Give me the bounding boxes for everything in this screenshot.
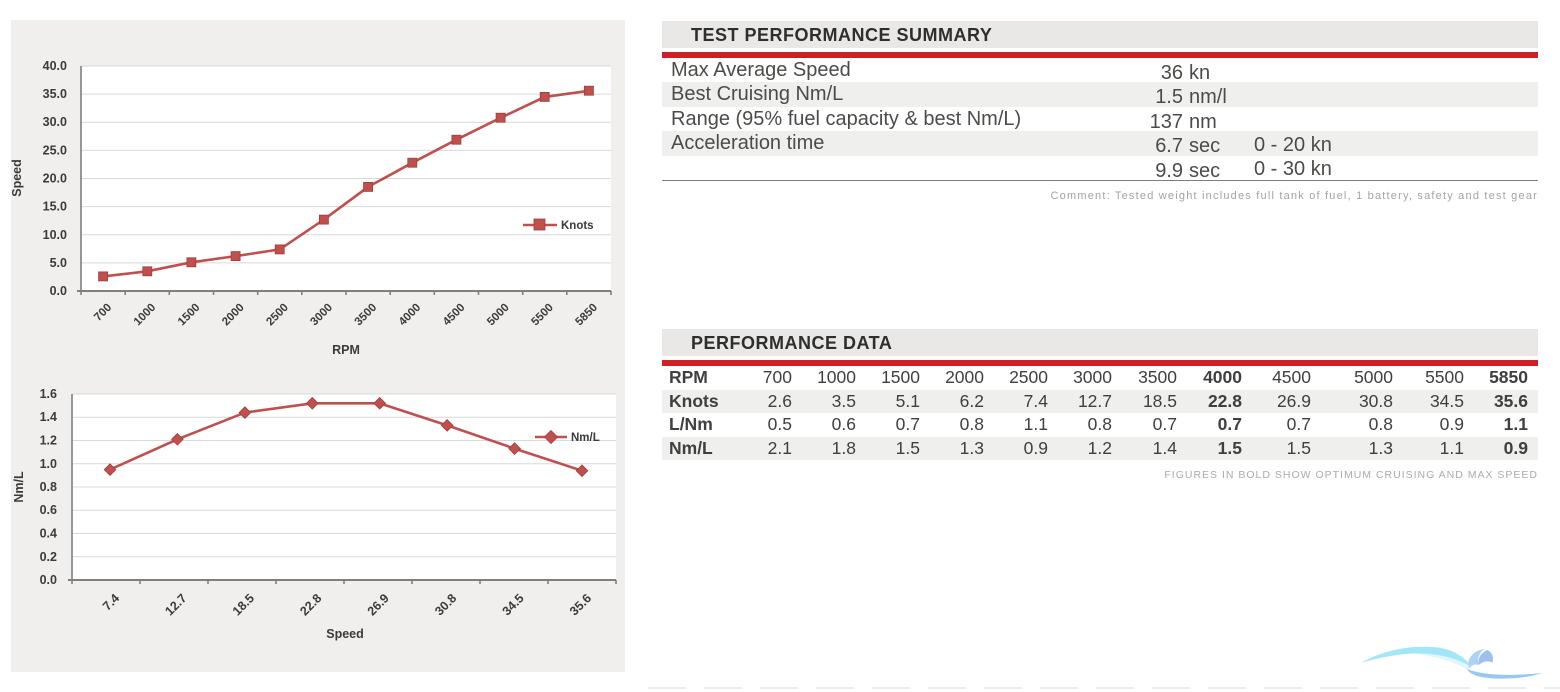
svg-text:OM: OM bbox=[1426, 659, 1452, 677]
svg-text:1.2: 1.2 bbox=[40, 434, 57, 448]
svg-text:40.0: 40.0 bbox=[43, 59, 67, 73]
svg-text:Speed: Speed bbox=[11, 159, 24, 197]
svg-text:35.0: 35.0 bbox=[43, 87, 67, 101]
svg-text:1.4: 1.4 bbox=[40, 410, 57, 424]
svg-text:Nm/L: Nm/L bbox=[571, 432, 600, 444]
svg-text:RPM: RPM bbox=[332, 343, 360, 357]
svg-text:0.0: 0.0 bbox=[40, 573, 57, 587]
svg-text:10.0: 10.0 bbox=[43, 228, 67, 242]
svg-text:20.0: 20.0 bbox=[43, 172, 67, 186]
svg-text:0.8: 0.8 bbox=[40, 480, 57, 494]
svg-text:1.6: 1.6 bbox=[40, 387, 57, 401]
svg-text:0.2: 0.2 bbox=[40, 550, 57, 564]
svg-text:0.4: 0.4 bbox=[40, 527, 57, 541]
svg-text:Speed: Speed bbox=[326, 627, 364, 641]
svg-text:Nm/L: Nm/L bbox=[12, 471, 26, 503]
svg-text:30.0: 30.0 bbox=[43, 115, 67, 129]
svg-text:1.0: 1.0 bbox=[40, 457, 57, 471]
svg-text:0.6: 0.6 bbox=[40, 503, 57, 517]
svg-text:Knots: Knots bbox=[561, 220, 594, 232]
svg-text:5.0: 5.0 bbox=[50, 256, 67, 270]
svg-text:15.0: 15.0 bbox=[43, 200, 67, 214]
svg-text:0.0: 0.0 bbox=[50, 284, 67, 298]
svg-text:25.0: 25.0 bbox=[43, 143, 67, 157]
